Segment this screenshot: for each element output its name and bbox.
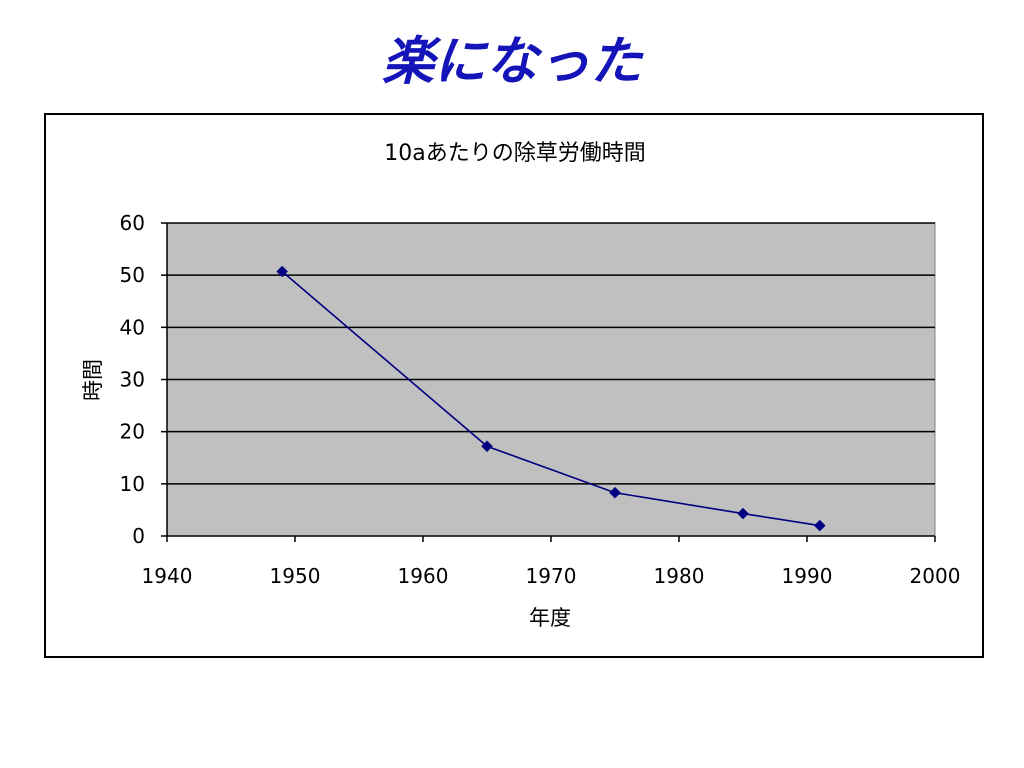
x-tick-labels: 1940 1950 1960 1970 1980 1990 2000	[142, 564, 961, 588]
x-tick-label: 1980	[654, 564, 705, 588]
x-tick-label: 1940	[142, 564, 193, 588]
data-point	[609, 486, 621, 499]
y-tick-label: 40	[120, 315, 145, 339]
gridlines	[167, 222, 935, 485]
y-tick-label: 20	[120, 420, 145, 444]
y-tick-label: 30	[120, 368, 145, 392]
y-axis-label: 時間	[81, 359, 105, 401]
slide-title: 楽になった	[381, 32, 642, 92]
chart-title: 10aあたりの除草労働時間	[384, 141, 645, 166]
y-tick-label: 60	[120, 211, 145, 235]
x-tick-label: 1990	[782, 564, 833, 588]
data-point	[813, 519, 826, 532]
y-tick-label: 0	[132, 524, 145, 548]
x-tick-label: 1960	[398, 564, 449, 588]
data-point	[737, 507, 749, 520]
x-tick-label: 1950	[270, 564, 321, 588]
y-tick-labels: 0 10 20 30 40 50 60	[120, 211, 145, 548]
y-tick-label: 50	[120, 263, 145, 287]
data-point	[481, 440, 493, 453]
data-point	[276, 265, 289, 278]
x-axis-label: 年度	[529, 606, 571, 630]
series-group	[276, 265, 826, 532]
axes	[161, 222, 936, 542]
y-tick-label: 10	[120, 472, 145, 496]
x-tick-label: 2000	[910, 564, 961, 588]
x-tick-label: 1970	[526, 564, 577, 588]
